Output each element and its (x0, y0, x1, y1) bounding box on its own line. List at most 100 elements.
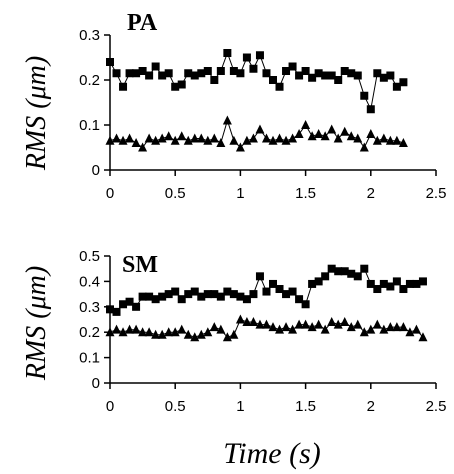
panel-pa: 0 0.1 0.2 0.3 0 0.5 1 1.5 2 2.5 PA RMS (μm) (21, 10, 446, 202)
data-point-square (399, 285, 408, 294)
data-point-square (392, 277, 401, 286)
data-point-triangle (157, 329, 167, 339)
data-point-triangle (346, 322, 356, 332)
data-point-triangle (112, 133, 122, 143)
data-point-triangle (183, 329, 193, 339)
data-point-triangle (248, 317, 258, 327)
data-point-triangle (392, 135, 402, 145)
data-point-triangle (144, 133, 154, 143)
data-point-triangle (379, 324, 389, 334)
data-point-triangle (359, 327, 369, 337)
y-axis-label: RMS (μm) (21, 56, 52, 171)
data-point-square (151, 295, 160, 304)
data-point-triangle (112, 324, 122, 334)
data-point-triangle (125, 133, 135, 143)
data-point-square (275, 285, 284, 294)
data-point-square (171, 287, 180, 296)
data-point-square (255, 51, 264, 60)
data-point-triangle (209, 322, 219, 332)
data-point-triangle (222, 115, 232, 125)
data-point-square (210, 290, 219, 299)
data-point-triangle (405, 327, 415, 337)
data-point-triangle (314, 129, 324, 138)
data-point-square (334, 76, 343, 84)
data-point-triangle (340, 126, 350, 136)
data-point-triangle (248, 133, 258, 143)
data-point-square (249, 64, 258, 73)
x-tick-label: 2.5 (426, 185, 447, 202)
data-point-square (347, 69, 356, 78)
data-point-square (249, 290, 258, 299)
data-point-square (412, 279, 421, 288)
data-point-triangle (327, 124, 337, 134)
data-point-square (125, 69, 134, 78)
data-point-square (288, 287, 297, 296)
data-point-square (327, 71, 336, 80)
data-point-square (138, 67, 147, 75)
y-tick-label: 0.5 (79, 248, 100, 265)
data-point-square (125, 297, 134, 306)
data-point-triangle (235, 314, 245, 324)
data-point-square (282, 290, 291, 299)
data-point-triangle (275, 324, 285, 334)
data-point-square (360, 264, 369, 273)
data-point-square (262, 69, 271, 78)
data-point-triangle (229, 329, 239, 339)
data-point-square (314, 69, 323, 78)
data-point-square (145, 292, 154, 301)
data-point-square (321, 71, 330, 80)
data-point-square (347, 269, 356, 278)
data-point-square (327, 264, 336, 273)
data-point-triangle (164, 327, 174, 337)
y-tick-label: 0.1 (79, 350, 100, 367)
data-point-square (177, 80, 186, 89)
data-point-square (405, 279, 414, 288)
data-point-square (295, 71, 304, 80)
data-point-square (158, 292, 167, 301)
data-point-triangle (229, 135, 239, 145)
data-point-square (184, 290, 193, 299)
data-point-triangle (366, 129, 376, 138)
data-point-square (399, 78, 408, 87)
data-point-square (119, 82, 128, 91)
series-line-triangle (109, 118, 404, 149)
x-tick-label: 1 (236, 185, 244, 202)
data-point-triangle (379, 133, 389, 143)
data-point-triangle (294, 319, 304, 329)
data-point-square (151, 62, 160, 71)
data-point-square (229, 290, 238, 299)
data-point-triangle (138, 142, 148, 152)
data-point-square (164, 69, 173, 78)
data-point-triangle (164, 131, 174, 141)
data-point-square (197, 69, 206, 78)
data-point-triangle (131, 324, 141, 334)
data-point-square (132, 69, 141, 78)
data-point-triangle (261, 319, 271, 329)
data-point-square (190, 287, 199, 296)
data-point-triangle (118, 327, 128, 337)
x-tick-label: 2 (367, 398, 375, 415)
x-tick-label: 1.5 (295, 185, 316, 202)
data-point-triangle (209, 133, 219, 143)
data-point-square (386, 71, 395, 80)
data-point-square (353, 71, 362, 80)
data-point-triangle (222, 332, 232, 342)
data-point-square (392, 82, 401, 91)
x-tick-label: 1 (236, 398, 244, 415)
data-point-triangle (398, 138, 408, 147)
x-tick-label: 0.5 (165, 185, 186, 202)
data-point-triangle (177, 131, 187, 141)
data-point-triangle (131, 138, 141, 147)
data-point-square (106, 58, 114, 66)
y-tick-label: 0.4 (79, 273, 100, 290)
y-tick-label: 0.3 (79, 299, 100, 316)
x-tick-label: 0.5 (165, 398, 186, 415)
data-point-triangle (105, 327, 115, 337)
data-point-triangle (385, 322, 395, 332)
data-point-square (112, 69, 121, 78)
data-point-square (236, 292, 245, 301)
data-point-triangle (392, 322, 402, 332)
data-point-triangle (398, 322, 408, 332)
data-point-triangle (242, 317, 252, 327)
data-point-triangle (294, 129, 304, 138)
